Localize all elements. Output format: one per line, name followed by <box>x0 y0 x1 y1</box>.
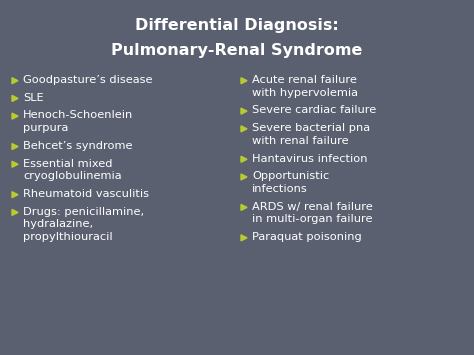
Polygon shape <box>241 78 247 84</box>
Polygon shape <box>241 156 247 162</box>
Polygon shape <box>241 235 247 241</box>
Polygon shape <box>12 95 18 102</box>
Text: purpura: purpura <box>23 123 68 133</box>
Text: Henoch-Schoenlein: Henoch-Schoenlein <box>23 110 133 120</box>
Polygon shape <box>12 78 18 84</box>
Text: ARDS w/ renal failure: ARDS w/ renal failure <box>252 202 373 212</box>
Polygon shape <box>12 209 18 215</box>
Polygon shape <box>12 192 18 198</box>
Text: Behcet’s syndrome: Behcet’s syndrome <box>23 141 133 151</box>
Text: in multi-organ failure: in multi-organ failure <box>252 214 373 224</box>
Text: Hantavirus infection: Hantavirus infection <box>252 154 367 164</box>
Polygon shape <box>12 113 18 119</box>
Text: Rheumatoid vasculitis: Rheumatoid vasculitis <box>23 189 149 199</box>
Polygon shape <box>241 108 247 114</box>
Text: Opportunistic: Opportunistic <box>252 171 329 181</box>
Text: SLE: SLE <box>23 93 44 103</box>
Polygon shape <box>241 204 247 211</box>
Text: Pulmonary-Renal Syndrome: Pulmonary-Renal Syndrome <box>111 43 363 58</box>
Text: Severe bacterial pna: Severe bacterial pna <box>252 123 370 133</box>
Text: Paraquat poisoning: Paraquat poisoning <box>252 232 362 242</box>
Polygon shape <box>12 143 18 149</box>
Text: with renal failure: with renal failure <box>252 136 348 146</box>
Text: with hypervolemia: with hypervolemia <box>252 88 358 98</box>
Text: hydralazine,: hydralazine, <box>23 219 93 229</box>
Text: Severe cardiac failure: Severe cardiac failure <box>252 105 376 115</box>
Text: Differential Diagnosis:: Differential Diagnosis: <box>135 18 339 33</box>
Polygon shape <box>241 174 247 180</box>
Text: Goodpasture’s disease: Goodpasture’s disease <box>23 75 153 85</box>
Text: Drugs: penicillamine,: Drugs: penicillamine, <box>23 207 144 217</box>
Text: Essential mixed: Essential mixed <box>23 159 112 169</box>
Text: infections: infections <box>252 184 308 194</box>
Polygon shape <box>12 161 18 167</box>
Text: Acute renal failure: Acute renal failure <box>252 75 357 85</box>
Text: cryoglobulinemia: cryoglobulinemia <box>23 171 122 181</box>
Text: propylthiouracil: propylthiouracil <box>23 232 113 242</box>
Polygon shape <box>241 126 247 132</box>
